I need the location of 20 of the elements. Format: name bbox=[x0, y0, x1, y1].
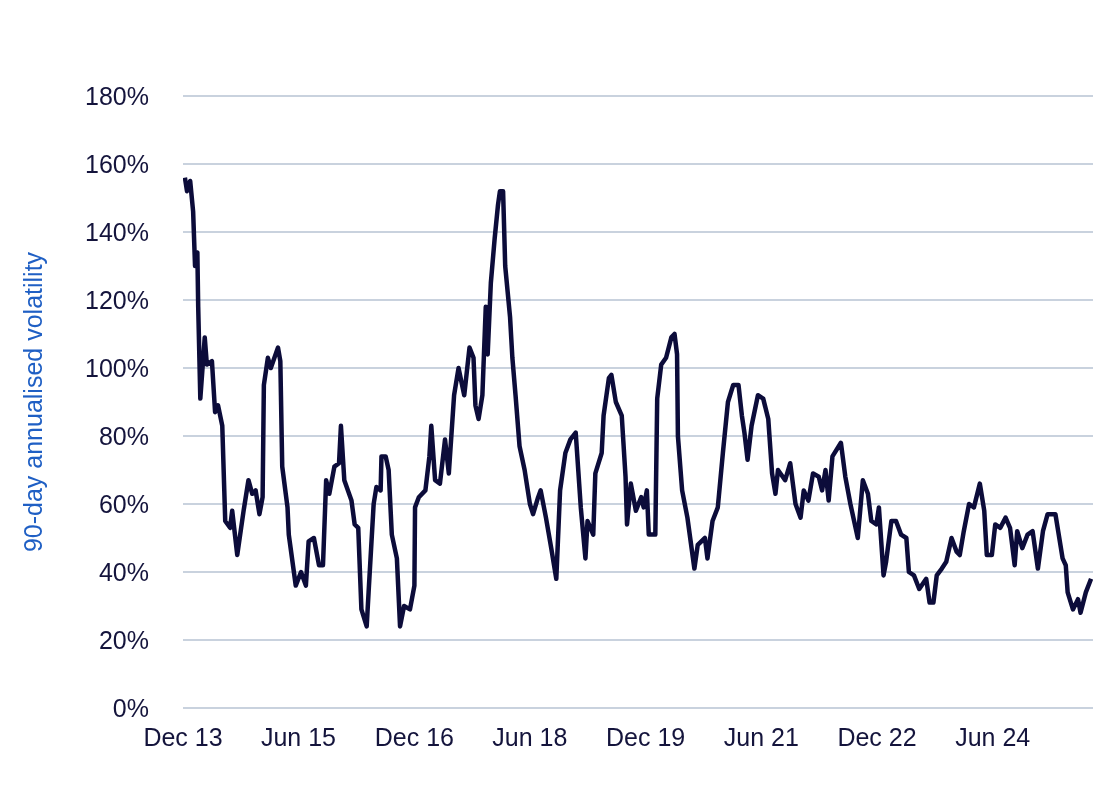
y-tick-label: 40% bbox=[98, 557, 149, 586]
y-tick-label: 120% bbox=[85, 285, 149, 314]
line-series bbox=[183, 175, 1093, 629]
y-tick-label: 160% bbox=[85, 149, 149, 178]
x-tick-label: Dec 16 bbox=[374, 722, 455, 751]
x-tick-label: Jun 18 bbox=[492, 722, 568, 751]
x-tick-label: Jun 21 bbox=[723, 722, 799, 751]
y-axis-title: 90-day annualised volatility bbox=[18, 251, 47, 553]
y-tick-label: 140% bbox=[85, 217, 149, 246]
y-tick-label: 0% bbox=[112, 693, 149, 722]
y-tick-label: 20% bbox=[98, 625, 149, 654]
y-tick-label: 100% bbox=[85, 353, 149, 382]
x-tick-label: Dec 22 bbox=[837, 722, 917, 751]
x-tick-label: Dec 13 bbox=[143, 722, 223, 751]
y-tick-label: 180% bbox=[85, 81, 149, 110]
y-tick-label: 80% bbox=[98, 421, 149, 450]
y-tick-label: 60% bbox=[98, 489, 149, 518]
x-tick-label: Jun 15 bbox=[260, 722, 337, 751]
x-tick-label: Jun 24 bbox=[955, 722, 1031, 751]
x-tick-label: Dec 19 bbox=[605, 722, 686, 751]
